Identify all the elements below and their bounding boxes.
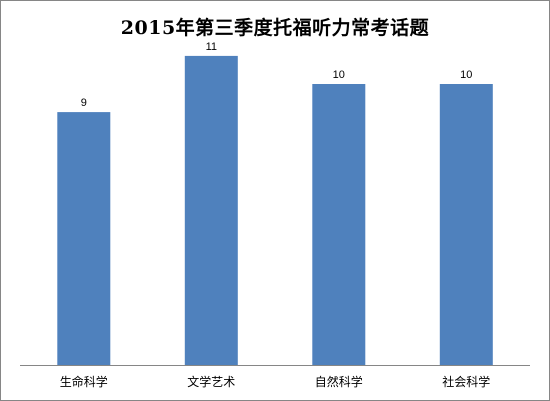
category-label-2: 文学艺术 bbox=[187, 374, 235, 389]
data-label-4: 10 bbox=[460, 69, 472, 81]
bar-1 bbox=[57, 112, 111, 365]
bar-2 bbox=[184, 55, 238, 366]
bar-4 bbox=[439, 84, 493, 365]
category-label-3: 自然科学 bbox=[315, 374, 363, 389]
data-label-2: 11 bbox=[206, 41, 217, 53]
data-label-3: 10 bbox=[333, 69, 345, 81]
category-label-1: 生命科学 bbox=[60, 374, 108, 389]
data-label-1: 9 bbox=[81, 97, 87, 109]
bar-3 bbox=[312, 84, 366, 365]
chart-title: 2015年第三季度托福听力常考话题 bbox=[120, 17, 430, 39]
category-label-4: 社会科学 bbox=[442, 374, 490, 389]
